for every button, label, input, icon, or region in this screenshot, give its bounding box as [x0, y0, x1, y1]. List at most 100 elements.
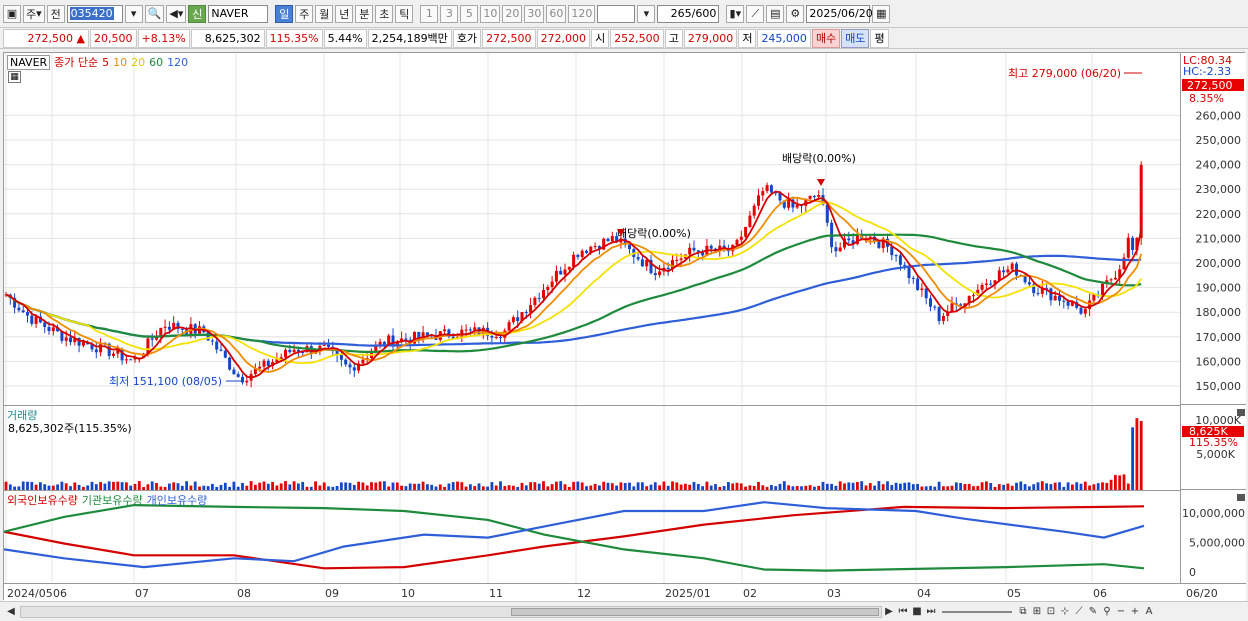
- layout-split-icon[interactable]: ⊞: [1032, 606, 1042, 617]
- candle-body: [984, 283, 988, 285]
- period-minute-tab[interactable]: 분: [355, 4, 374, 23]
- volume-bar: [64, 483, 68, 490]
- volume-bar: [894, 482, 898, 490]
- legend-stock-name[interactable]: NAVER: [7, 54, 51, 70]
- calculator-icon[interactable]: ▦: [8, 71, 21, 83]
- volume-bar: [202, 485, 206, 490]
- volume-bar: [8, 484, 12, 490]
- chart-area[interactable]: 최고 279,000 (06/20) 최저 151,100 (08/05) 배당락(…: [3, 52, 1246, 601]
- calendar-icon[interactable]: ▦: [872, 4, 891, 23]
- scroll-track[interactable]: [20, 605, 882, 618]
- fit-icon[interactable]: ⊡: [1046, 606, 1056, 617]
- stock-code-input[interactable]: 035420: [66, 4, 123, 23]
- candle-body: [1122, 257, 1126, 270]
- volume-bar: [555, 481, 558, 490]
- volume-bar: [395, 482, 399, 490]
- interval-10[interactable]: 10: [480, 4, 501, 23]
- scroll-left-icon[interactable]: ◀: [7, 606, 15, 617]
- candle-body: [757, 195, 760, 206]
- volume-bar: [808, 485, 812, 490]
- volume-bar: [107, 481, 111, 490]
- candle-body: [357, 363, 361, 371]
- eval-button[interactable]: 평: [870, 28, 889, 48]
- volume-bar: [137, 481, 141, 490]
- candle-body: [1062, 300, 1066, 302]
- ownership-pane[interactable]: 외국인보유수량 기관보유수량 개인보유수량: [3, 490, 1180, 584]
- period-tick-tab[interactable]: 틱: [395, 4, 414, 23]
- volume-title: 거래량: [7, 409, 38, 422]
- volume-bar: [1126, 483, 1130, 490]
- scroll-right-icon[interactable]: ▶: [885, 606, 893, 617]
- interval-3[interactable]: 3: [440, 4, 459, 23]
- first-page-icon[interactable]: ⏮: [898, 606, 908, 617]
- interval-120[interactable]: 120: [568, 4, 596, 23]
- period-day-tab[interactable]: 일: [275, 4, 294, 23]
- candle-body: [847, 238, 851, 241]
- volume-bar: [1019, 481, 1023, 490]
- draw-icon[interactable]: ⟋: [746, 4, 765, 23]
- sell-button[interactable]: 매도: [841, 28, 870, 48]
- code-dropdown-icon[interactable]: ▾: [124, 4, 143, 23]
- stop-icon[interactable]: ■: [912, 606, 922, 617]
- speaker-icon[interactable]: ◀▾: [166, 4, 187, 23]
- candle-body: [223, 350, 227, 358]
- buy-button[interactable]: 매수: [811, 28, 841, 48]
- interval-dropdown-icon[interactable]: ▾: [637, 4, 656, 23]
- candle-body: [258, 366, 262, 369]
- tool-icon[interactable]: ✎: [1088, 606, 1098, 617]
- turnover-field: 5.44%: [323, 28, 367, 48]
- interval-5[interactable]: 5: [460, 4, 479, 23]
- minus-icon[interactable]: −: [1116, 606, 1126, 617]
- trend-icon[interactable]: ⟋: [1075, 606, 1083, 617]
- volume-bar: [477, 483, 481, 490]
- volume-bar: [1015, 482, 1018, 490]
- price-tick-label: 200,000: [1196, 257, 1242, 270]
- volume-pane[interactable]: 거래량 8,625,302주(115.35%): [4, 405, 1180, 490]
- interval-1[interactable]: 1: [420, 4, 439, 23]
- volume-tick-label: 5,000K: [1196, 448, 1235, 461]
- volume-bar: [82, 486, 85, 490]
- x-axis: 2024/05 06 07 08 09 10 11 12 2025/01 02 03 04 05 06 06…: [4, 583, 1246, 601]
- market-type-select[interactable]: 주 ▾: [23, 4, 45, 23]
- volume-bar: [481, 486, 485, 490]
- count-input[interactable]: 265/600: [657, 4, 720, 23]
- period-month-tab[interactable]: 월: [315, 4, 334, 23]
- interval-custom-input[interactable]: [597, 4, 636, 23]
- period-year-tab[interactable]: 년: [335, 4, 354, 23]
- search-icon[interactable]: 🔍: [144, 4, 165, 23]
- period-week-tab[interactable]: 주: [295, 4, 314, 23]
- interval-30[interactable]: 30: [524, 4, 545, 23]
- period-second-tab[interactable]: 초: [375, 4, 394, 23]
- candle-body: [735, 239, 739, 245]
- zoom-slider[interactable]: [942, 610, 1012, 613]
- last-page-icon[interactable]: ⏭: [926, 606, 936, 617]
- font-size-icon[interactable]: A: [1145, 606, 1153, 617]
- candle-body: [56, 327, 60, 332]
- candle-icon[interactable]: ▮▾: [726, 4, 745, 23]
- cross-icon[interactable]: ⊹: [1060, 606, 1070, 617]
- volume-bar: [1139, 421, 1143, 490]
- zoom-icon[interactable]: ⚲: [1103, 606, 1111, 617]
- gear-icon[interactable]: ⚙: [786, 4, 805, 23]
- candle-body: [1113, 277, 1117, 280]
- volume-bar: [464, 486, 468, 490]
- candle-body: [1032, 284, 1036, 294]
- volume-bar: [258, 482, 262, 490]
- new-badge: 신: [188, 4, 207, 23]
- date-input[interactable]: 2025/06/20: [806, 4, 873, 23]
- layout-icon[interactable]: ▣: [3, 4, 21, 23]
- volume-bar: [985, 481, 988, 490]
- save-icon[interactable]: ▤: [766, 4, 785, 23]
- stock-name-field[interactable]: NAVER: [208, 4, 269, 23]
- scroll-thumb[interactable]: [511, 607, 879, 616]
- copy-icon[interactable]: ⧉: [1019, 606, 1027, 617]
- interval-20[interactable]: 20: [502, 4, 523, 23]
- plus-icon[interactable]: +: [1130, 606, 1140, 617]
- volume-bar: [688, 484, 692, 490]
- price-pane[interactable]: 최고 279,000 (06/20) 최저 151,100 (08/05) 배당락(…: [4, 53, 1180, 404]
- candle-body: [550, 281, 554, 287]
- main-toolbar: ▣ 주 ▾ 전 035420 ▾ 🔍 ◀▾ 신 NAVER 일 주 월 년 분 초…: [0, 0, 1248, 28]
- interval-60[interactable]: 60: [546, 4, 567, 23]
- volume-bar: [490, 482, 494, 490]
- prev-button[interactable]: 전: [46, 4, 65, 23]
